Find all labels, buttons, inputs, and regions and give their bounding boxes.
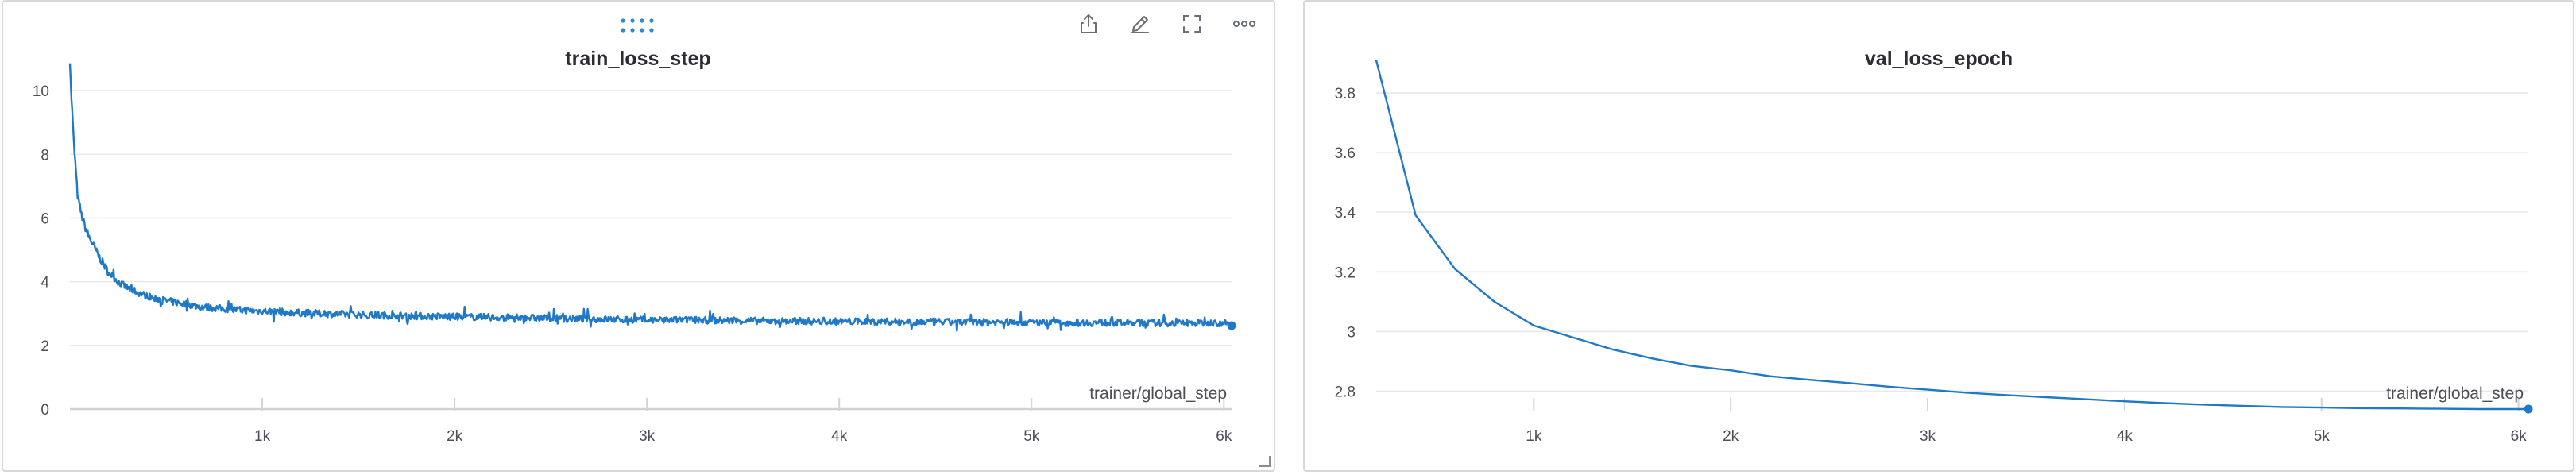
y-tick-label: 3.4 xyxy=(1335,205,1356,222)
x-tick-label: 4k xyxy=(2117,428,2133,445)
x-tick-label: 6k xyxy=(1216,428,1232,445)
x-axis-label: trainer/global_step xyxy=(2386,384,2524,403)
chart-title: val_loss_epoch xyxy=(1865,48,2013,70)
y-tick-label: 6 xyxy=(41,210,49,227)
panel-val-loss-epoch[interactable]: val_loss_epoch 2.8 3 3.2 3.4 3.6 3.8 1k 2k 3k 4k 5k… xyxy=(1303,0,2574,472)
last-point-marker[interactable] xyxy=(1227,321,1236,330)
y-tick-label: 0 xyxy=(41,402,49,419)
val-loss-chart: val_loss_epoch 2.8 3 3.2 3.4 3.6 3.8 1k 2k 3k 4k 5k… xyxy=(1335,48,2533,445)
y-tick-label: 3.6 xyxy=(1335,145,1356,162)
chart-title: train_loss_step xyxy=(565,48,710,70)
x-tick-label: 6k xyxy=(2511,428,2528,445)
y-tick-label: 3.8 xyxy=(1335,86,1356,102)
x-tick-label: 5k xyxy=(1023,428,1040,445)
y-tick-label: 3 xyxy=(1347,324,1356,341)
series-line xyxy=(68,63,1232,332)
x-axis-label: trainer/global_step xyxy=(1089,384,1227,403)
edit-icon[interactable] xyxy=(1129,13,1158,41)
more-icon[interactable] xyxy=(1232,13,1261,41)
fullscreen-icon[interactable] xyxy=(1181,13,1209,41)
y-tick-label: 10 xyxy=(33,83,49,100)
x-tick-label: 3k xyxy=(1920,428,1936,445)
drag-handle-icon[interactable] xyxy=(620,16,661,37)
share-icon[interactable] xyxy=(1077,13,1106,41)
x-tick-label: 3k xyxy=(639,428,656,445)
train-loss-chart: train_loss_step 0 2 4 6 8 10 1k 2k 3k 4k 5k 6k traine… xyxy=(33,48,1236,445)
x-tick-label: 1k xyxy=(1526,428,1542,445)
y-tick-label: 2.8 xyxy=(1335,384,1356,400)
y-tick-label: 3.2 xyxy=(1335,265,1356,281)
y-tick-label: 2 xyxy=(41,338,49,355)
x-tick-label: 1k xyxy=(254,428,271,445)
x-tick-label: 4k xyxy=(831,428,848,445)
last-point-marker[interactable] xyxy=(2524,404,2533,414)
x-tick-label: 5k xyxy=(2314,428,2330,445)
y-tick-label: 4 xyxy=(41,275,49,292)
x-tick-label: 2k xyxy=(447,428,463,445)
x-tick-label: 2k xyxy=(1723,428,1739,445)
resize-icon[interactable] xyxy=(1258,454,1271,467)
y-tick-label: 8 xyxy=(41,147,49,164)
panel-train-loss-step[interactable]: train_loss_step 0 2 4 6 8 10 1k 2k 3k 4k 5k 6k traine… xyxy=(2,0,1275,472)
series-line xyxy=(1375,60,2528,411)
